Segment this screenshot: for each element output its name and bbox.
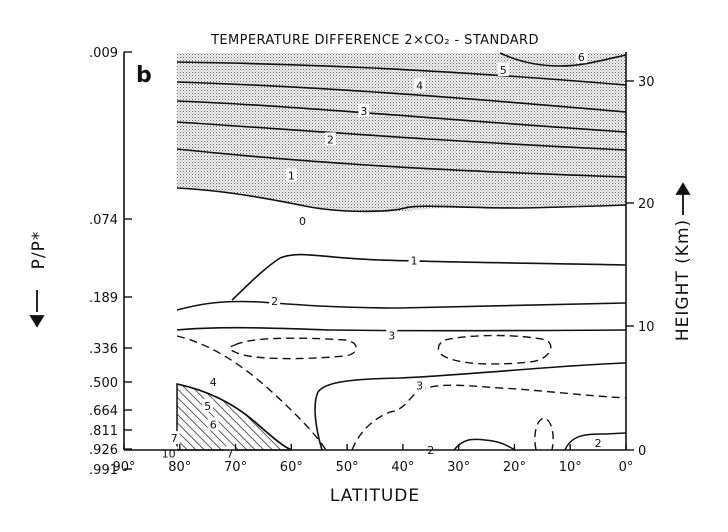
x-tick-label: 80° [168, 460, 191, 475]
right-tick-label: 30 [638, 75, 655, 90]
contour-label-bg [497, 62, 509, 76]
x-tick-label: 30° [447, 460, 470, 475]
right-tick-label: 20 [638, 197, 655, 212]
x-tick-label: 70° [224, 460, 247, 475]
left-axis-ticks: .009 .074 .189 .336 .500 .664 .811 .926 .991 [89, 46, 132, 478]
contour-6 [499, 52, 626, 67]
contour-1b [231, 253, 626, 301]
contour-label: 3 [360, 105, 367, 118]
contours-bottom [453, 432, 626, 450]
contour-label-bg [386, 328, 398, 342]
contour-2 [176, 121, 626, 151]
contour-label: 3 [416, 379, 423, 392]
contour-label-bg [296, 214, 308, 228]
contour-label: 2 [327, 133, 334, 146]
contour-labels: 65432101233456710722 [159, 50, 604, 460]
contour-label: 7 [226, 447, 233, 460]
x-tick-label: 20° [503, 460, 526, 475]
contour-label: 6 [210, 418, 217, 431]
contour-label: 4 [416, 79, 423, 92]
contour-label: 5 [204, 400, 211, 413]
contour-hatch-edge [176, 383, 293, 450]
x-tick-label: 90° [112, 460, 135, 475]
chart-title: TEMPERATURE DIFFERENCE 2×CO₂ - STANDARD [210, 33, 539, 48]
contours [176, 52, 626, 450]
arrow-left-axis [29, 290, 45, 328]
dashed-spike [534, 417, 554, 450]
left-tick-label: .664 [89, 404, 118, 419]
contour-label: 2 [595, 437, 602, 450]
contour-label-bg [324, 132, 336, 146]
contour-label-bg [414, 78, 426, 92]
contour-3 [176, 100, 626, 133]
contour-3b [314, 362, 626, 450]
contour-label: 4 [210, 376, 217, 389]
contour-5 [176, 61, 626, 86]
contour-label-bg [408, 253, 420, 267]
y-axis-label-left: P/P* [29, 231, 49, 270]
contour-label: 0 [299, 215, 306, 228]
contour-label: 1 [411, 254, 418, 267]
x-tick-label: 60° [280, 460, 303, 475]
x-tick-label: 10° [559, 460, 582, 475]
contour-label-bg [285, 168, 297, 182]
shaded-region [177, 53, 626, 213]
x-axis-label: LATITUDE [330, 486, 420, 506]
right-axis-ticks: 30 20 10 0 [626, 75, 655, 459]
x-axis-ticks: 90° 80° 70° 60° 50° 40° 30° 20° 10° 0° [112, 444, 633, 475]
contour-label-bg [575, 50, 587, 64]
contour-2b [176, 300, 626, 311]
contour-0 [176, 187, 626, 213]
contour-label-bg [207, 417, 219, 431]
right-tick-label: 0 [638, 444, 646, 459]
left-tick-label: .926 [89, 443, 118, 458]
y-axis-label-right-text: HEIGHT (Km) [673, 219, 693, 341]
contour-label: 7 [171, 432, 178, 445]
x-tick-label: 50° [336, 460, 359, 475]
left-tick-label: .811 [89, 424, 118, 439]
contour-label: 2 [271, 295, 278, 308]
x-tick-label: 40° [391, 460, 414, 475]
contour-label: 1 [288, 169, 295, 182]
contour-label-bg [202, 398, 214, 412]
left-tick-label: .991 [89, 463, 118, 478]
dashed-loop-left [229, 337, 357, 360]
contour-label-bg [224, 446, 236, 460]
contour-label-bg [414, 378, 426, 392]
left-tick-label: .074 [89, 213, 118, 228]
arrow-right-axis [675, 182, 691, 215]
contour-label: 6 [578, 51, 585, 64]
x-tick-label: 0° [619, 460, 634, 475]
contour-label-bg [358, 104, 370, 118]
contour-label: 5 [500, 64, 507, 77]
y-axis-label-left-text: P/P* [29, 231, 49, 270]
dashed-contours [176, 334, 626, 450]
contour-label-bg [168, 431, 180, 445]
left-tick-label: .500 [89, 376, 118, 391]
contour-label-bg [592, 436, 604, 450]
contour-2c [453, 438, 516, 450]
y-axis-label-right: HEIGHT (Km) [673, 219, 693, 341]
contour-label-bg [269, 293, 281, 307]
right-tick-label: 10 [638, 320, 655, 335]
panel-label: b [136, 63, 152, 88]
left-tick-label: .189 [89, 291, 118, 306]
contour-4 [176, 81, 626, 113]
dashed-boundary [176, 335, 327, 450]
dashed-loop-right [437, 334, 552, 365]
left-tick-label: .336 [89, 342, 118, 357]
contour-2d [564, 432, 626, 450]
contour-1 [176, 148, 626, 178]
contour-label-bg [207, 375, 219, 388]
left-tick-label: .009 [89, 46, 118, 61]
contour-3a [176, 326, 626, 332]
hatched-region [176, 383, 293, 451]
dashed-wave [351, 384, 626, 450]
contour-label: 3 [388, 330, 395, 343]
